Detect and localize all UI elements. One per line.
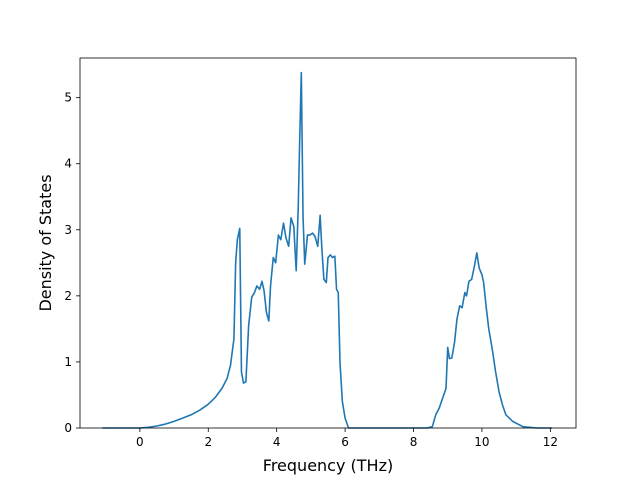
y-tick-label: 1 (64, 355, 72, 369)
y-tick-label: 0 (64, 421, 72, 435)
dos-series-line-0 (102, 71, 553, 429)
y-tick-label: 3 (64, 223, 72, 237)
y-tick-label: 5 (64, 91, 72, 105)
x-tick-label: 2 (204, 435, 212, 449)
y-axis-label: Density of States (36, 174, 55, 311)
plot-frame (79, 57, 577, 429)
y-tick-label: 4 (64, 157, 72, 171)
plot-background (80, 58, 576, 428)
y-tick-label: 2 (64, 289, 72, 303)
series-layer (102, 71, 553, 429)
x-tick-label: 12 (543, 435, 558, 449)
x-tick-label: 4 (273, 435, 281, 449)
x-axis-ticks: 0 2 4 6 8 10 12 (136, 428, 558, 449)
x-tick-label: 0 (136, 435, 144, 449)
y-axis-ticks: 0 1 2 3 4 5 (64, 91, 80, 435)
x-axis-label: Frequency (THz) (263, 456, 393, 475)
x-tick-label: 10 (474, 435, 489, 449)
x-tick-label: 8 (410, 435, 418, 449)
x-tick-label: 6 (341, 435, 349, 449)
